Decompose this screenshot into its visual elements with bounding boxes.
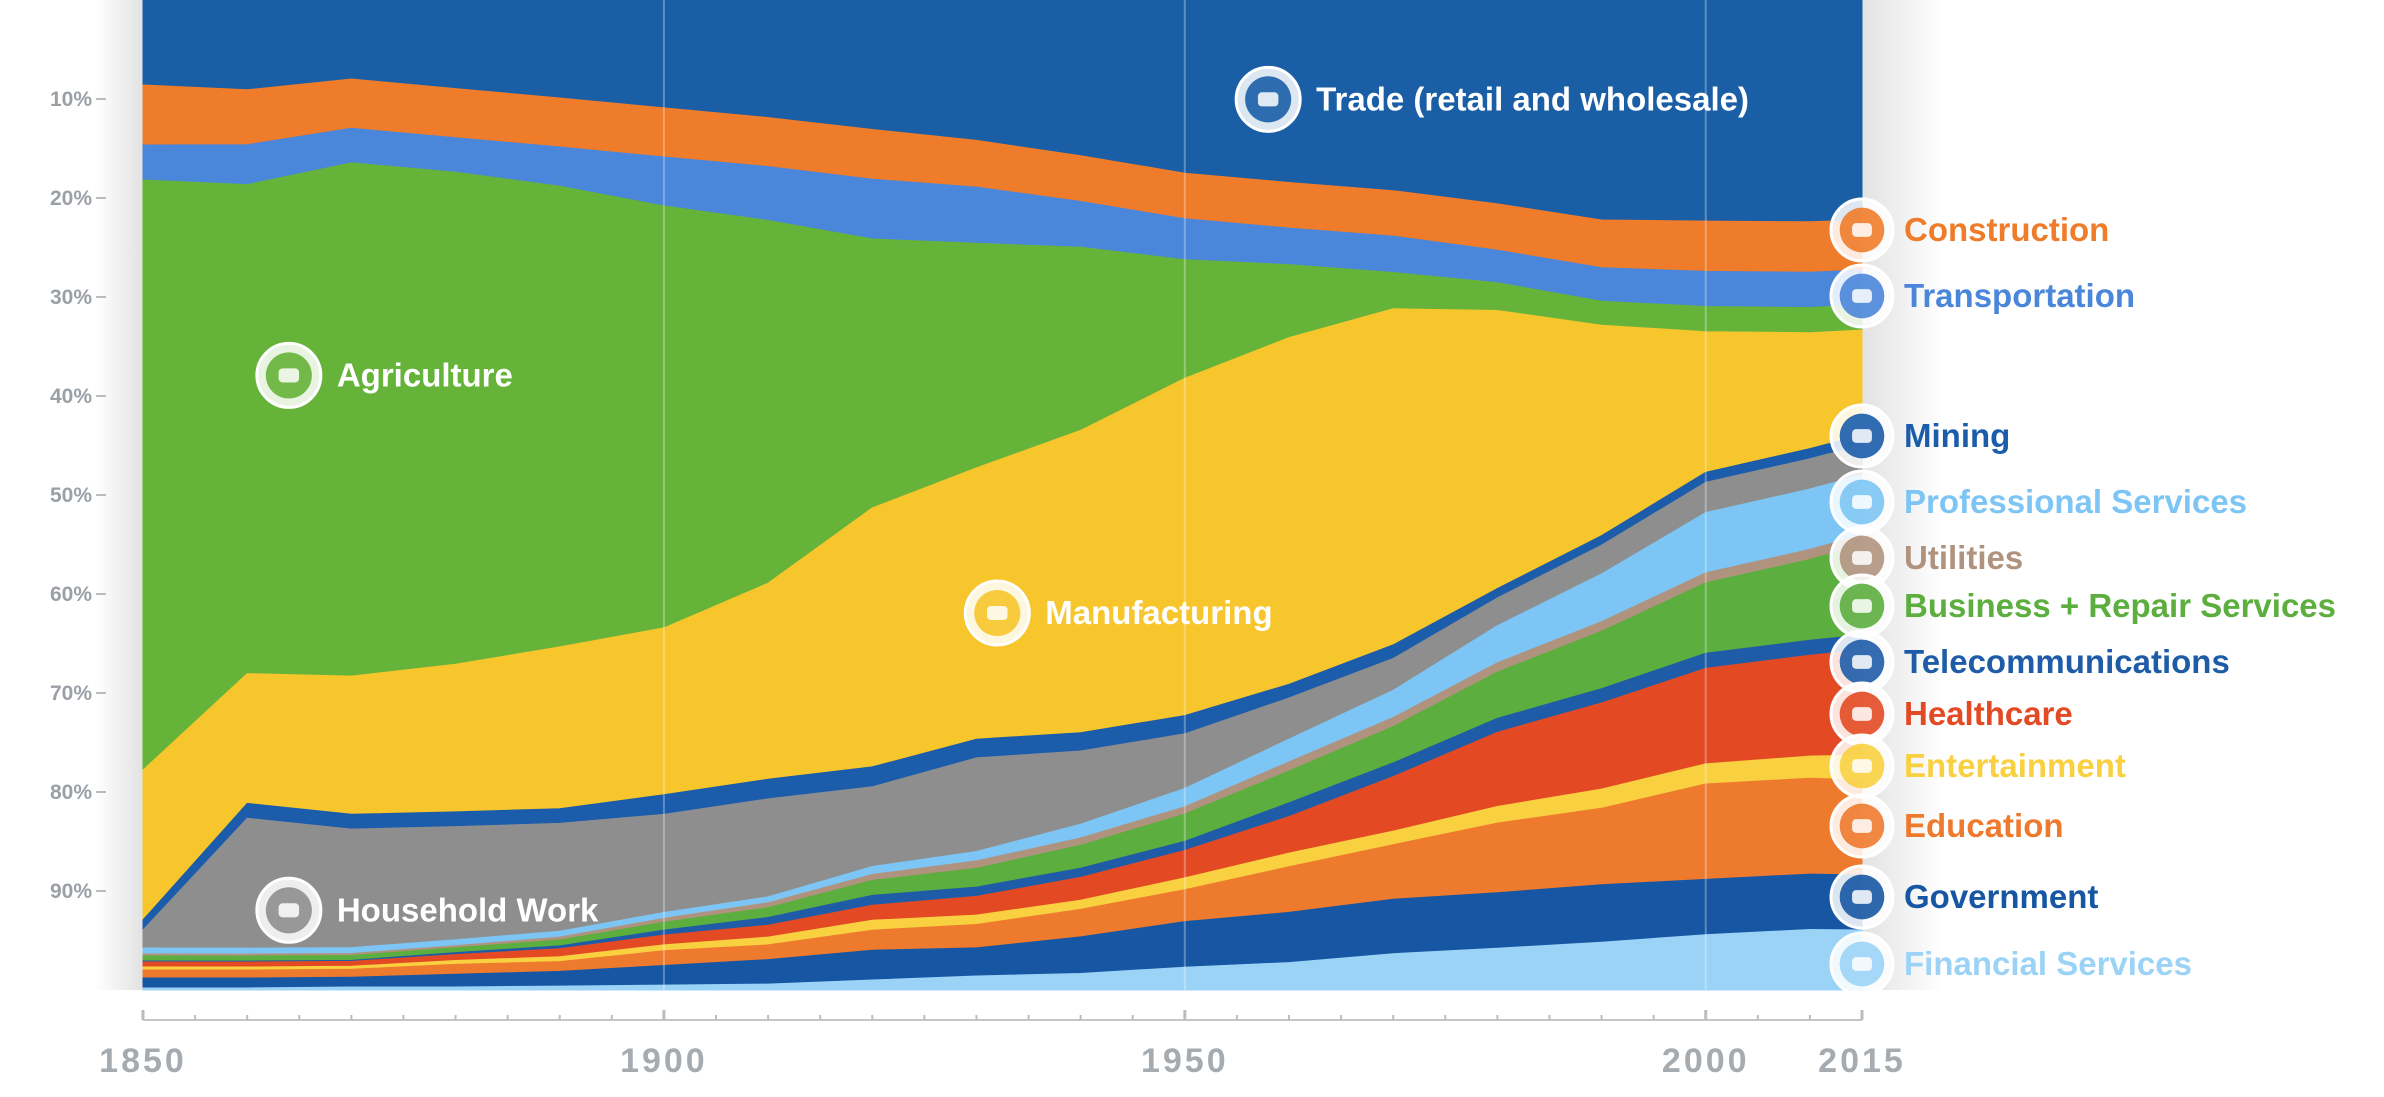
series-name: Agriculture <box>337 356 513 393</box>
series-name: Household Work <box>337 891 599 928</box>
series-name: Construction <box>1904 211 2109 248</box>
series-name: Education <box>1904 807 2064 844</box>
label-agriculture: Agriculture <box>255 341 513 409</box>
truck-icon <box>1829 263 1895 329</box>
y-axis: 10% 20% 30% 40% 50% 60% 70% 80% 90% <box>50 88 106 903</box>
label-entertainment: Entertainment <box>1829 733 2126 799</box>
series-name: Government <box>1904 878 2098 915</box>
x-tick-label: 2000 <box>1662 1042 1750 1080</box>
x-tick-label: 1850 <box>99 1042 187 1080</box>
pickaxe-icon <box>1829 403 1895 469</box>
government-building-icon <box>1829 864 1895 930</box>
shopping-cart-icon <box>1234 65 1302 133</box>
medical-cross-icon <box>1829 681 1895 747</box>
series-labels: Trade (retail and wholesale) Construction… <box>255 65 2336 997</box>
series-name: Entertainment <box>1904 747 2126 784</box>
tools-icon <box>1829 573 1895 639</box>
label-healthcare: Healthcare <box>1829 681 2073 747</box>
label-professional-services: Professional Services <box>1829 469 2247 535</box>
series-name: Telecommunications <box>1904 643 2230 680</box>
ticket-icon <box>1829 733 1895 799</box>
y-tick-label: 20% <box>50 187 92 210</box>
series-name: Business + Repair Services <box>1904 587 2336 624</box>
hard-hat-icon <box>1829 197 1895 263</box>
label-utilities: Utilities <box>1829 525 2023 591</box>
series-name: Manufacturing <box>1045 594 1272 631</box>
y-tick-label: 40% <box>50 385 92 408</box>
y-tick-label: 60% <box>50 583 92 606</box>
factory-icon <box>963 579 1031 647</box>
series-name: Financial Services <box>1904 945 2192 982</box>
label-government: Government <box>1829 864 2098 930</box>
vertical-gridlines <box>662 0 1707 990</box>
label-mining: Mining <box>1829 403 2010 469</box>
area-layers <box>142 0 1863 991</box>
x-tick-label: 1950 <box>1141 1042 1229 1080</box>
y-tick-label: 30% <box>50 286 92 309</box>
label-household-work: Household Work <box>255 876 599 944</box>
briefcase-icon <box>1829 469 1895 535</box>
money-bag-icon <box>1829 931 1895 997</box>
y-tick-label: 50% <box>50 484 92 507</box>
y-tick-label: 10% <box>50 88 92 111</box>
label-financial-services: Financial Services <box>1829 931 2192 997</box>
series-name: Mining <box>1904 417 2010 454</box>
house-icon <box>255 876 323 944</box>
label-telecommunications: Telecommunications <box>1829 629 2230 695</box>
x-axis: 1850 1900 1950 2000 2015 <box>99 1010 1906 1080</box>
y-tick-label: 90% <box>50 880 92 903</box>
series-name: Healthcare <box>1904 695 2073 732</box>
y-tick-label: 80% <box>50 781 92 804</box>
x-tick-label: 1900 <box>620 1042 708 1080</box>
series-name: Transportation <box>1904 277 2135 314</box>
series-name: Professional Services <box>1904 483 2247 520</box>
label-trade-retail-and-wholesale: Trade (retail and wholesale) <box>1234 65 1749 133</box>
label-construction: Construction <box>1829 197 2109 263</box>
x-tick-label: 2015 <box>1818 1042 1906 1080</box>
y-tick-label: 70% <box>50 682 92 705</box>
label-transportation: Transportation <box>1829 263 2135 329</box>
faucet-icon <box>1829 525 1895 591</box>
series-name: Utilities <box>1904 539 2023 576</box>
label-manufacturing: Manufacturing <box>963 579 1273 647</box>
label-business-repair-services: Business + Repair Services <box>1829 573 2336 639</box>
wheat-icon <box>255 341 323 409</box>
label-education: Education <box>1829 793 2064 859</box>
series-name: Trade (retail and wholesale) <box>1316 80 1749 117</box>
graduation-cap-icon <box>1829 793 1895 859</box>
satellite-icon <box>1829 629 1895 695</box>
